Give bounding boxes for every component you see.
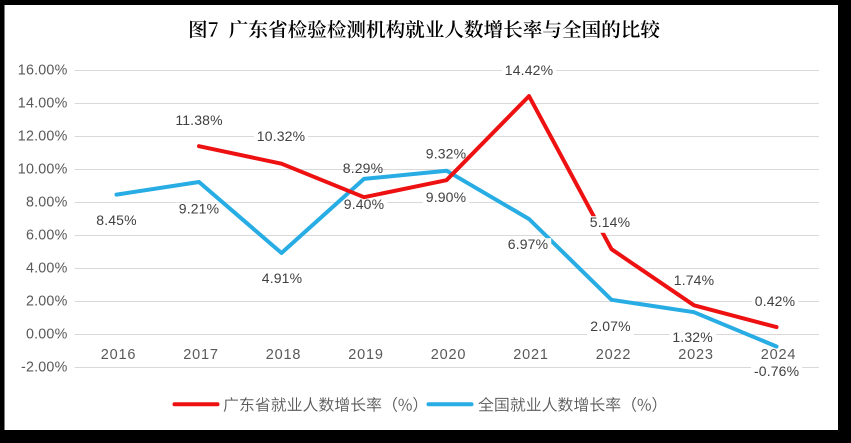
svg-text:6.00%: 6.00% (26, 227, 68, 243)
svg-text:2.00%: 2.00% (26, 293, 68, 309)
svg-text:16.00%: 16.00% (18, 62, 68, 78)
svg-text:14.42%: 14.42% (505, 62, 553, 78)
svg-text:9.40%: 9.40% (344, 196, 384, 212)
svg-text:10.32%: 10.32% (257, 128, 305, 144)
svg-text:2022: 2022 (596, 347, 631, 363)
svg-text:-0.76%: -0.76% (754, 363, 799, 379)
svg-text:2020: 2020 (431, 347, 466, 363)
svg-text:4.00%: 4.00% (26, 260, 68, 276)
svg-text:10.00%: 10.00% (18, 161, 68, 177)
svg-text:14.00%: 14.00% (18, 95, 68, 111)
svg-text:1.74%: 1.74% (674, 272, 714, 288)
svg-text:2018: 2018 (266, 347, 301, 363)
svg-text:1.32%: 1.32% (672, 329, 712, 345)
svg-text:9.90%: 9.90% (426, 189, 466, 205)
svg-text:6.97%: 6.97% (508, 236, 548, 252)
svg-text:2024: 2024 (761, 347, 796, 363)
svg-text:0.42%: 0.42% (755, 293, 795, 309)
svg-text:5.14%: 5.14% (590, 214, 630, 230)
svg-text:9.21%: 9.21% (179, 200, 219, 216)
svg-text:2019: 2019 (348, 347, 383, 363)
svg-text:8.29%: 8.29% (343, 160, 383, 176)
svg-text:12.00%: 12.00% (18, 128, 68, 144)
svg-text:0.00%: 0.00% (26, 326, 68, 342)
svg-text:11.38%: 11.38% (175, 112, 222, 128)
svg-text:8.00%: 8.00% (26, 194, 68, 210)
svg-text:2021: 2021 (513, 347, 548, 363)
svg-text:2016: 2016 (101, 347, 136, 363)
svg-text:2.07%: 2.07% (590, 318, 630, 334)
svg-text:4.91%: 4.91% (262, 270, 302, 286)
svg-text:2023: 2023 (678, 347, 713, 363)
svg-text:9.32%: 9.32% (426, 145, 466, 161)
svg-text:8.45%: 8.45% (96, 212, 136, 228)
svg-text:2017: 2017 (183, 347, 218, 363)
svg-text:-2.00%: -2.00% (21, 359, 68, 375)
